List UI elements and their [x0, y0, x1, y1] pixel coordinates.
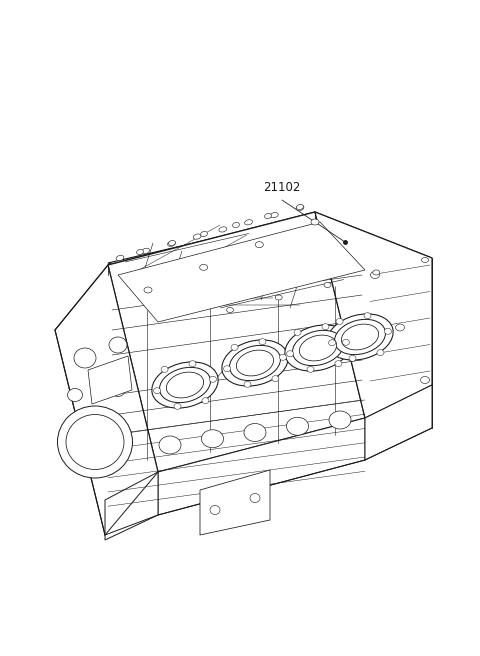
Polygon shape — [158, 418, 365, 515]
Ellipse shape — [200, 264, 208, 270]
Ellipse shape — [152, 362, 218, 408]
Ellipse shape — [159, 436, 181, 454]
Ellipse shape — [329, 411, 351, 429]
Polygon shape — [88, 356, 132, 404]
Polygon shape — [118, 222, 365, 322]
Ellipse shape — [222, 340, 288, 386]
Ellipse shape — [341, 324, 379, 350]
Ellipse shape — [287, 351, 294, 357]
Ellipse shape — [322, 323, 329, 330]
Ellipse shape — [279, 354, 287, 360]
Ellipse shape — [324, 283, 331, 287]
Ellipse shape — [224, 365, 230, 372]
Ellipse shape — [335, 319, 385, 355]
Ellipse shape — [336, 318, 343, 324]
Ellipse shape — [202, 430, 224, 448]
Ellipse shape — [377, 350, 384, 356]
Ellipse shape — [311, 219, 319, 225]
Text: 21102: 21102 — [264, 181, 300, 194]
Ellipse shape — [174, 403, 181, 409]
Ellipse shape — [68, 388, 83, 401]
Ellipse shape — [307, 366, 314, 373]
Polygon shape — [55, 265, 158, 535]
Polygon shape — [200, 470, 270, 535]
Ellipse shape — [231, 344, 238, 350]
Ellipse shape — [136, 249, 144, 255]
Ellipse shape — [335, 361, 342, 367]
Ellipse shape — [244, 381, 251, 387]
Ellipse shape — [272, 376, 279, 382]
Ellipse shape — [270, 213, 278, 218]
Ellipse shape — [236, 350, 274, 376]
Ellipse shape — [201, 232, 207, 237]
Ellipse shape — [384, 328, 391, 335]
Ellipse shape — [167, 372, 204, 398]
Ellipse shape — [168, 241, 175, 247]
Ellipse shape — [349, 356, 356, 361]
Ellipse shape — [396, 324, 405, 331]
Ellipse shape — [144, 287, 152, 293]
Ellipse shape — [244, 424, 266, 441]
Ellipse shape — [58, 406, 132, 478]
Ellipse shape — [264, 213, 272, 218]
Ellipse shape — [227, 308, 233, 312]
Ellipse shape — [245, 220, 252, 225]
Ellipse shape — [287, 417, 309, 435]
Ellipse shape — [373, 270, 380, 275]
Ellipse shape — [161, 366, 168, 373]
Ellipse shape — [219, 227, 227, 232]
Polygon shape — [365, 385, 432, 460]
Ellipse shape — [300, 335, 336, 361]
Ellipse shape — [66, 415, 124, 470]
Polygon shape — [315, 212, 432, 418]
Ellipse shape — [327, 314, 393, 360]
Ellipse shape — [193, 234, 201, 239]
Ellipse shape — [74, 348, 96, 368]
Polygon shape — [108, 212, 432, 310]
Ellipse shape — [142, 248, 150, 253]
Ellipse shape — [297, 205, 303, 209]
Ellipse shape — [154, 388, 161, 394]
Ellipse shape — [189, 361, 196, 367]
Polygon shape — [108, 212, 365, 472]
Ellipse shape — [364, 313, 371, 319]
Ellipse shape — [168, 240, 176, 245]
Ellipse shape — [421, 258, 429, 262]
Ellipse shape — [159, 367, 211, 403]
Ellipse shape — [210, 506, 220, 514]
Ellipse shape — [255, 241, 264, 248]
Ellipse shape — [292, 331, 344, 365]
Polygon shape — [108, 215, 432, 308]
Ellipse shape — [294, 329, 301, 335]
Ellipse shape — [329, 340, 336, 346]
Ellipse shape — [285, 325, 351, 371]
Ellipse shape — [209, 377, 216, 382]
Ellipse shape — [296, 205, 304, 211]
Ellipse shape — [259, 338, 266, 344]
Ellipse shape — [202, 398, 209, 403]
Ellipse shape — [371, 272, 380, 279]
Ellipse shape — [111, 384, 125, 396]
Ellipse shape — [229, 345, 280, 380]
Polygon shape — [105, 472, 158, 540]
Ellipse shape — [275, 295, 282, 300]
Ellipse shape — [250, 493, 260, 502]
Ellipse shape — [116, 255, 124, 260]
Ellipse shape — [420, 377, 430, 384]
Ellipse shape — [232, 222, 240, 228]
Ellipse shape — [109, 337, 127, 353]
Ellipse shape — [342, 339, 349, 345]
